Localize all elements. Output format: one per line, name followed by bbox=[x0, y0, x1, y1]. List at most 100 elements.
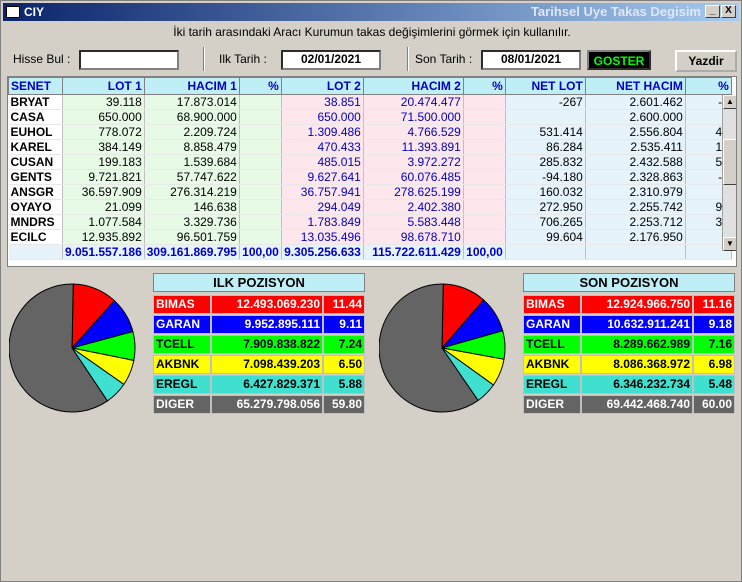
minimize-button[interactable]: _ bbox=[705, 5, 720, 18]
position-row[interactable]: GARAN 9.952.895.111 9.11 bbox=[153, 315, 365, 334]
scroll-down-icon[interactable]: ▼ bbox=[723, 237, 736, 251]
pie-slice-diger bbox=[9, 283, 109, 413]
table-cell: 96.501.759 bbox=[144, 229, 240, 245]
position-row[interactable]: DIGER 65.279.798.056 59.80 bbox=[153, 395, 365, 414]
scroll-thumb[interactable] bbox=[723, 139, 736, 185]
scroll-up-icon[interactable]: ▲ bbox=[723, 95, 736, 109]
table-cell: 12.935.892 bbox=[62, 229, 145, 245]
show-button[interactable]: GOSTER bbox=[587, 50, 651, 70]
total-cell bbox=[8, 244, 63, 260]
table-cell bbox=[239, 184, 282, 200]
position-percent: 11.16 bbox=[693, 295, 735, 314]
table-row[interactable]: MNDRS 1.077.584 3.329.736 1.783.849 5.583.44… bbox=[8, 214, 732, 230]
vertical-scrollbar[interactable]: ▲ ▼ bbox=[722, 95, 736, 251]
table-cell bbox=[463, 109, 506, 125]
position-percent: 5.48 bbox=[693, 375, 735, 394]
table-cell: 38.851 bbox=[281, 94, 364, 110]
table-cell: 21.099 bbox=[62, 199, 145, 215]
position-name: TCELL bbox=[153, 335, 211, 354]
table-cell: 778.072 bbox=[62, 124, 145, 140]
column-header[interactable]: % bbox=[684, 77, 732, 95]
table-cell bbox=[239, 199, 282, 215]
table-cell bbox=[505, 109, 586, 125]
position-row[interactable]: GARAN 10.632.911.241 9.18 bbox=[523, 315, 735, 334]
total-cell bbox=[505, 244, 586, 260]
table-row[interactable]: CUSAN 199.183 1.539.684 485.015 3.972.272 285… bbox=[8, 154, 732, 170]
position-row[interactable]: BIMAS 12.924.966.750 11.16 bbox=[523, 295, 735, 314]
column-header[interactable]: NET LOT bbox=[504, 77, 586, 95]
table-row[interactable]: OYAYO 21.099 146.638 294.049 2.402.380 272.95… bbox=[8, 199, 732, 215]
print-button[interactable]: Yazdir bbox=[675, 50, 737, 72]
table-cell bbox=[239, 109, 282, 125]
table-cell: 60.076.485 bbox=[363, 169, 464, 185]
column-header[interactable]: SENET bbox=[8, 77, 63, 95]
column-header[interactable]: HACIM 2 bbox=[362, 77, 464, 95]
total-cell: 309.161.869.795 bbox=[144, 244, 240, 260]
table-row[interactable]: CASA 650.000 68.900.000 650.000 71.500.000 2.… bbox=[8, 109, 732, 125]
title-bar[interactable]: CIY Tarihsel Uye Takas Degisim _ X bbox=[3, 3, 739, 21]
position-row[interactable]: BIMAS 12.493.069.230 11.44 bbox=[153, 295, 365, 314]
position-row[interactable]: DIGER 69.442.468.740 60.00 bbox=[523, 395, 735, 414]
position-row[interactable]: EREGL 6.427.829.371 5.88 bbox=[153, 375, 365, 394]
position-percent: 5.88 bbox=[323, 375, 365, 394]
position-value: 7.909.838.822 bbox=[211, 335, 323, 354]
table-cell: 2.253.712 bbox=[585, 214, 686, 230]
table-cell: 39 bbox=[685, 214, 732, 230]
column-header[interactable]: LOT 1 bbox=[62, 77, 145, 95]
table-cell: 3.972.272 bbox=[363, 154, 464, 170]
table-row[interactable]: ECILC 12.935.892 96.501.759 13.035.496 98.67… bbox=[8, 229, 732, 245]
column-header[interactable]: HACIM 1 bbox=[143, 77, 240, 95]
table-cell: 285.832 bbox=[505, 154, 586, 170]
column-header[interactable]: % bbox=[462, 77, 506, 95]
column-header[interactable]: NET HACIM bbox=[584, 77, 686, 95]
position-row[interactable]: AKBNK 8.086.368.972 6.98 bbox=[523, 355, 735, 374]
position-row[interactable]: AKBNK 7.098.439.203 6.50 bbox=[153, 355, 365, 374]
table-row[interactable]: GENTS 9.721.821 57.747.622 9.627.641 60.076.… bbox=[8, 169, 732, 185]
table-cell bbox=[685, 109, 732, 125]
window-subtitle: Tarihsel Uye Takas Degisim bbox=[530, 4, 701, 19]
table-cell: 13.035.496 bbox=[281, 229, 364, 245]
column-header[interactable]: LOT 2 bbox=[280, 77, 364, 95]
table-cell: 470.433 bbox=[281, 139, 364, 155]
total-cell: 100,00 bbox=[463, 244, 506, 260]
position-row[interactable]: EREGL 6.346.232.734 5.48 bbox=[523, 375, 735, 394]
position-percent: 9.11 bbox=[323, 315, 365, 334]
data-grid[interactable]: SENET LOT 1 HACIM 1% LOT 2 HACIM 2% NET LOT NE… bbox=[7, 76, 737, 267]
table-cell bbox=[463, 229, 506, 245]
end-date-field[interactable]: 08/01/2021 bbox=[481, 50, 581, 70]
position-value: 10.632.911.241 bbox=[581, 315, 693, 334]
position-name: EREGL bbox=[153, 375, 211, 394]
ilk-position-title: ILK POZISYON bbox=[153, 273, 365, 292]
total-cell: 100,00 bbox=[239, 244, 282, 260]
table-cell bbox=[463, 154, 506, 170]
position-value: 65.279.798.056 bbox=[211, 395, 323, 414]
table-cell: 706.265 bbox=[505, 214, 586, 230]
table-cell: ECILC bbox=[8, 229, 63, 245]
app-icon bbox=[6, 6, 20, 18]
position-value: 12.493.069.230 bbox=[211, 295, 323, 314]
search-input[interactable] bbox=[79, 50, 179, 70]
position-name: EREGL bbox=[523, 375, 581, 394]
table-cell bbox=[463, 169, 506, 185]
start-date-field[interactable]: 02/01/2021 bbox=[281, 50, 381, 70]
position-row[interactable]: TCELL 8.289.662.989 7.16 bbox=[523, 335, 735, 354]
position-name: DIGER bbox=[153, 395, 211, 414]
table-row[interactable]: KAREL 384.149 8.858.479 470.433 11.393.891 86… bbox=[8, 139, 732, 155]
table-cell bbox=[463, 199, 506, 215]
close-button[interactable]: X bbox=[721, 5, 736, 18]
table-cell: 2.600.000 bbox=[585, 109, 686, 125]
table-cell: 2.310.979 bbox=[585, 184, 686, 200]
table-row[interactable]: BRYAT 39.118 17.873.014 38.851 20.474.477 -26… bbox=[8, 94, 732, 110]
table-cell: 1.077.584 bbox=[62, 214, 145, 230]
table-row[interactable]: EUHOL 778.072 2.209.724 1.309.486 4.766.529 5… bbox=[8, 124, 732, 140]
column-header[interactable]: % bbox=[238, 77, 282, 95]
table-cell: -94.180 bbox=[505, 169, 586, 185]
table-cell: 9.627.641 bbox=[281, 169, 364, 185]
position-row[interactable]: TCELL 7.909.838.822 7.24 bbox=[153, 335, 365, 354]
position-percent: 60.00 bbox=[693, 395, 735, 414]
table-cell: 2.601.462 bbox=[585, 94, 686, 110]
table-row[interactable]: ANSGR 36.597.909 276.314.219 36.757.941 278.… bbox=[8, 184, 732, 200]
table-cell: ANSGR bbox=[8, 184, 63, 200]
table-cell bbox=[239, 229, 282, 245]
table-cell bbox=[463, 214, 506, 230]
